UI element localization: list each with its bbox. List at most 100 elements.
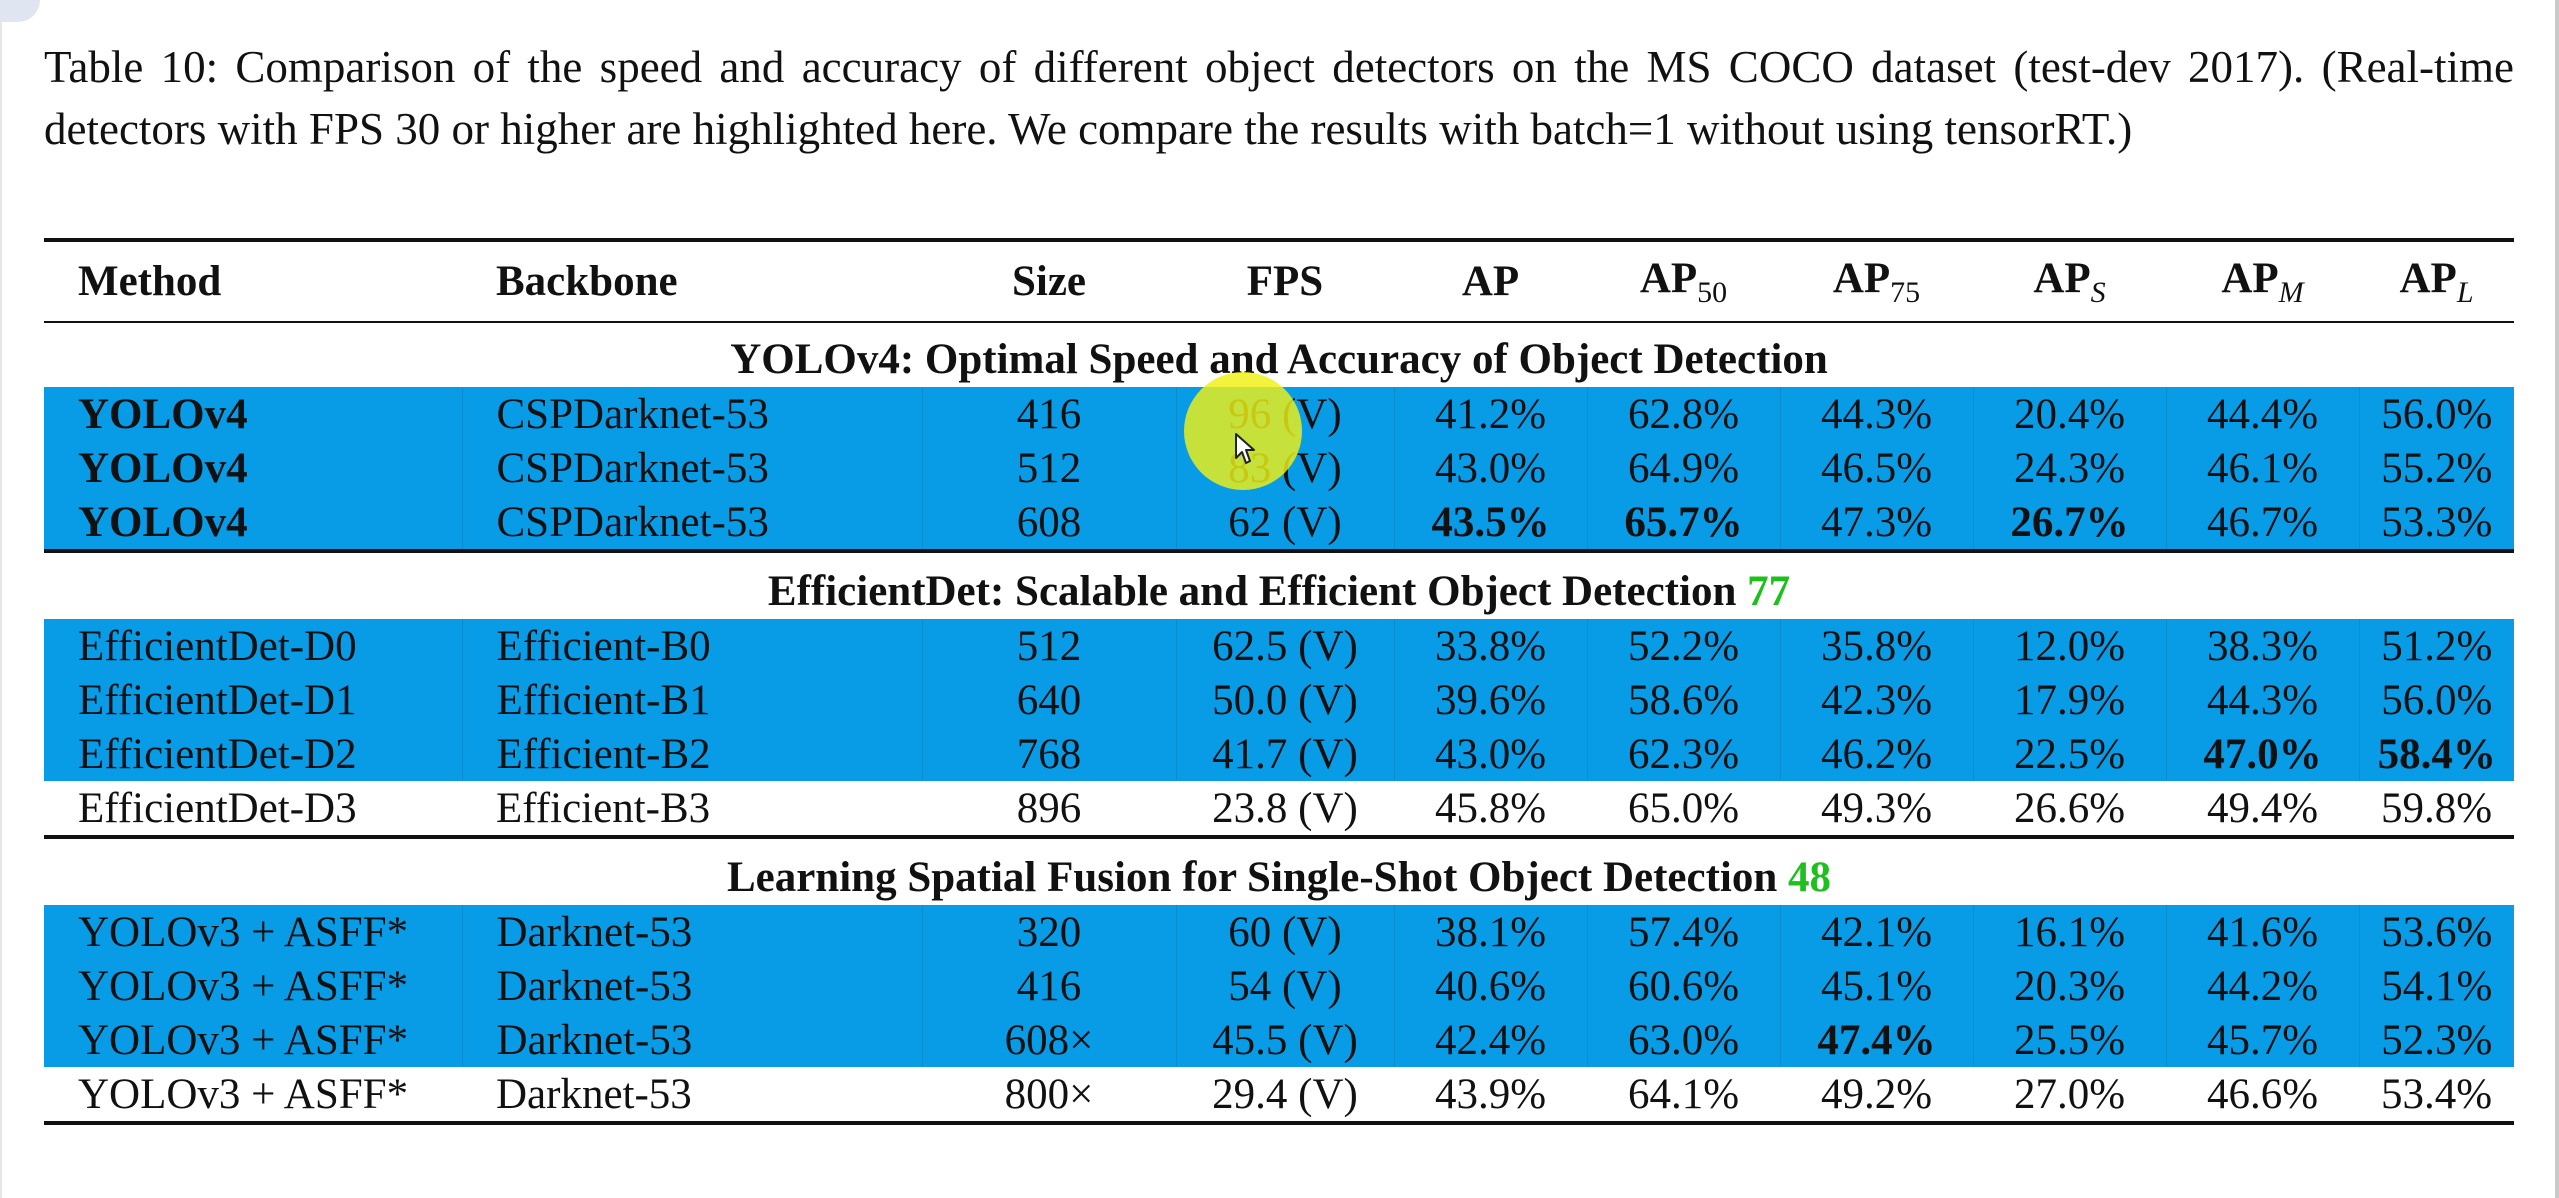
header-size: Size <box>922 238 1176 323</box>
cell-fps: 23.8 (V) <box>1176 781 1394 838</box>
cell-ap: 43.5% <box>1393 495 1587 552</box>
cell-ap50: 60.6% <box>1586 959 1780 1013</box>
cell-method: EfficientDet-D0 <box>44 619 462 673</box>
cell-apm: 44.4% <box>2165 387 2359 441</box>
section-title: EfficientDet: Scalable and Efficient Obj… <box>767 567 1748 615</box>
cell-aps: 12.0% <box>1972 619 2166 673</box>
table-row: YOLOv4 CSPDarknet-53 608 62 (V) 43.5% 65… <box>44 495 2514 552</box>
cell-apm: 44.3% <box>2165 673 2359 727</box>
cell-backbone: Darknet-53 <box>462 1067 922 1125</box>
cell-ap75: 46.5% <box>1779 441 1973 495</box>
cell-backbone: CSPDarknet-53 <box>461 441 922 495</box>
cell-backbone: Efficient-B0 <box>461 619 922 673</box>
cell-ap75: 42.1% <box>1779 905 1973 959</box>
cell-ap: 41.2% <box>1393 387 1587 441</box>
cell-size: 512 <box>921 441 1176 495</box>
cell-apm: 46.6% <box>2166 1067 2359 1125</box>
cell-ap50: 58.6% <box>1586 673 1780 727</box>
cell-aps: 26.7% <box>1972 495 2166 552</box>
cell-aps: 26.6% <box>1973 781 2166 838</box>
table-row: EfficientDet-D0 Efficient-B0 512 62.5 (V… <box>44 619 2514 673</box>
cell-fps: 62 (V) <box>1175 495 1394 552</box>
cell-fps: 60 (V) <box>1175 905 1394 959</box>
cell-ap50: 64.9% <box>1586 441 1780 495</box>
section-header-row: YOLOv4: Optimal Speed and Accuracy of Ob… <box>44 322 2514 387</box>
viewer-scrollbar-track[interactable] <box>2555 0 2559 1198</box>
cell-size: 608 <box>921 495 1176 552</box>
cell-fps: 29.4 (V) <box>1176 1067 1394 1125</box>
cell-ap75: 42.3% <box>1779 673 1973 727</box>
cell-ap75: 49.2% <box>1780 1067 1973 1125</box>
table-row: EfficientDet-D1 Efficient-B1 640 50.0 (V… <box>44 673 2514 727</box>
header-apl: APL <box>2359 238 2514 323</box>
cell-method: YOLOv4 <box>44 441 462 495</box>
page-left-edge <box>0 0 2 1198</box>
cell-fps: 50.0 (V) <box>1175 673 1394 727</box>
cell-ap: 39.6% <box>1393 673 1587 727</box>
cell-aps: 25.5% <box>1972 1013 2166 1067</box>
table-row: YOLOv3 + ASFF* Darknet-53 416 54 (V) 40.… <box>44 959 2514 1013</box>
cell-backbone: Darknet-53 <box>461 959 922 1013</box>
cell-apl: 56.0% <box>2358 387 2514 441</box>
mouse-pointer-icon <box>1235 433 1255 464</box>
cell-apm: 41.6% <box>2165 905 2359 959</box>
table-row: YOLOv3 + ASFF* Darknet-53 800× 29.4 (V) … <box>44 1067 2514 1125</box>
cell-apl: 52.3% <box>2358 1013 2514 1067</box>
cell-size: 512 <box>921 619 1176 673</box>
cell-method: EfficientDet-D3 <box>44 781 462 838</box>
table-row: YOLOv3 + ASFF* Darknet-53 608× 45.5 (V) … <box>44 1013 2514 1067</box>
citation-link[interactable]: 77 <box>1747 567 1791 615</box>
header-method: Method <box>44 238 462 323</box>
cell-apm: 38.3% <box>2165 619 2359 673</box>
cursor-highlight-circle <box>1184 372 1302 490</box>
cell-ap: 42.4% <box>1393 1013 1587 1067</box>
cell-ap75: 47.4% <box>1779 1013 1973 1067</box>
cell-ap: 43.0% <box>1393 727 1587 781</box>
header-backbone: Backbone <box>462 238 922 323</box>
cell-method: YOLOv3 + ASFF* <box>44 1013 462 1067</box>
section-title: Learning Spatial Fusion for Single-Shot … <box>726 853 1789 901</box>
cell-backbone: Efficient-B2 <box>461 727 922 781</box>
cell-apl: 53.3% <box>2358 495 2514 552</box>
cell-size: 800× <box>922 1067 1176 1125</box>
header-apm-base: AP <box>2221 254 2279 302</box>
cell-ap50: 62.3% <box>1586 727 1780 781</box>
header-ap: AP <box>1394 238 1587 323</box>
header-ap75: AP75 <box>1780 238 1973 323</box>
header-fps: FPS <box>1176 238 1394 323</box>
cell-ap75: 44.3% <box>1779 387 1973 441</box>
section-title-cell: EfficientDet: Scalable and Efficient Obj… <box>44 549 2514 619</box>
table-row: EfficientDet-D3 Efficient-B3 896 23.8 (V… <box>44 781 2514 838</box>
cell-ap: 33.8% <box>1393 619 1587 673</box>
section-header-row: EfficientDet: Scalable and Efficient Obj… <box>44 549 2514 619</box>
cell-ap75: 35.8% <box>1779 619 1973 673</box>
cell-ap: 43.0% <box>1393 441 1587 495</box>
results-table: Method Backbone Size FPS AP AP50 AP75 AP… <box>44 238 2514 1125</box>
header-apl-sub: L <box>2456 275 2474 309</box>
cell-ap: 38.1% <box>1393 905 1587 959</box>
cell-backbone: Darknet-53 <box>461 1013 922 1067</box>
citation-link[interactable]: 48 <box>1788 853 1832 901</box>
section-title-cell: Learning Spatial Fusion for Single-Shot … <box>44 835 2514 905</box>
cell-apl: 58.4% <box>2358 727 2514 781</box>
cell-aps: 22.5% <box>1972 727 2166 781</box>
cell-apm: 46.1% <box>2165 441 2359 495</box>
cell-aps: 17.9% <box>1972 673 2166 727</box>
cell-size: 320 <box>921 905 1176 959</box>
header-ap75-sub: 75 <box>1890 275 1921 309</box>
page-corner-mark <box>0 0 40 22</box>
cell-size: 640 <box>921 673 1176 727</box>
section-title: YOLOv4: Optimal Speed and Accuracy of Ob… <box>730 335 1828 383</box>
cell-aps: 24.3% <box>1972 441 2166 495</box>
table-row: EfficientDet-D2 Efficient-B2 768 41.7 (V… <box>44 727 2514 781</box>
cell-backbone: Darknet-53 <box>461 905 922 959</box>
cell-aps: 27.0% <box>1973 1067 2166 1125</box>
section-header-row: Learning Spatial Fusion for Single-Shot … <box>44 835 2514 905</box>
cell-apl: 51.2% <box>2358 619 2514 673</box>
cell-apl: 59.8% <box>2359 781 2514 838</box>
cell-ap75: 47.3% <box>1779 495 1973 552</box>
cell-apm: 45.7% <box>2165 1013 2359 1067</box>
cell-backbone: Efficient-B3 <box>462 781 922 838</box>
cell-apl: 55.2% <box>2358 441 2514 495</box>
cell-ap50: 63.0% <box>1586 1013 1780 1067</box>
